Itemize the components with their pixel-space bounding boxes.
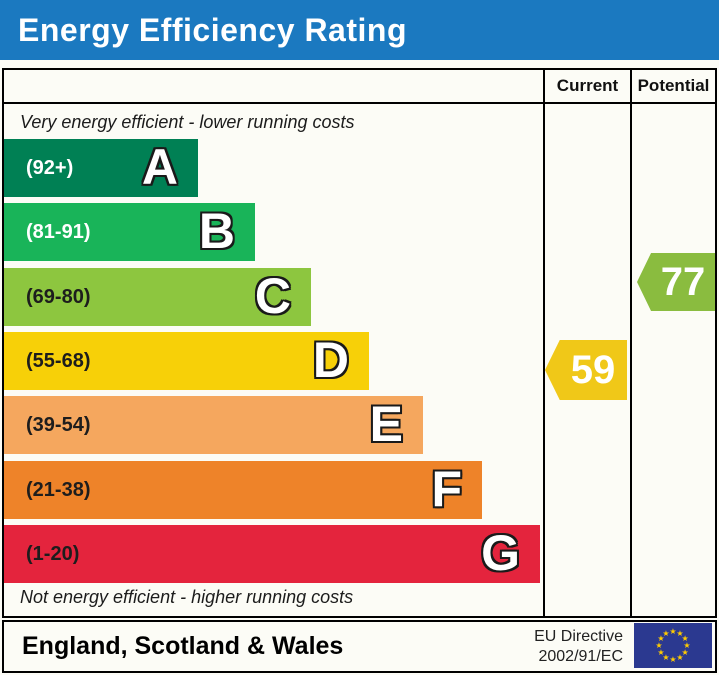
caption-bottom: Not energy efficient - higher running co… [20, 587, 354, 607]
band-row-c: (69-80) C [4, 267, 311, 326]
band-row-b: (81-91) B [4, 203, 255, 262]
band-range-label: (21-38) [26, 478, 91, 501]
eu-flag-star: ★ [676, 653, 683, 662]
eu-flag-star: ★ [662, 653, 669, 662]
band-letter: D [312, 331, 349, 388]
band-range-label: (69-80) [26, 285, 91, 308]
eu-flag-star: ★ [655, 641, 662, 650]
rating-table: Current Potential Very energy efficient … [2, 68, 717, 618]
eu-flag-star: ★ [683, 641, 690, 650]
band-letter: C [254, 267, 291, 324]
current-rating-value: 59 [570, 347, 616, 392]
eu-directive-line1: EU Directive [534, 628, 623, 645]
eu-flag-star: ★ [657, 634, 664, 643]
band-letter: A [141, 139, 178, 195]
footer: England, Scotland & Wales EU Directive 2… [2, 620, 717, 673]
band-range-label: (81-91) [26, 221, 91, 244]
band-letter: E [369, 396, 403, 453]
band-row-d: (55-68) D [4, 331, 369, 390]
column-divider-potential [630, 70, 632, 616]
band-range-label: (1-20) [26, 542, 80, 565]
eu-flag-star: ★ [657, 648, 664, 657]
band-row-g: (1-20) G [4, 524, 540, 583]
band-row-f: (21-38) F [4, 460, 482, 519]
page-title: Energy Efficiency Rating [18, 11, 407, 48]
band-row-a: (92+) A [4, 139, 198, 197]
eu-flag-star: ★ [682, 634, 689, 643]
band-range-label: (55-68) [26, 349, 91, 372]
band-letter: F [431, 460, 462, 517]
potential-rating-value: 77 [660, 259, 706, 304]
band-range-label: (92+) [26, 157, 74, 179]
band-letter: G [481, 524, 520, 581]
eu-flag-star: ★ [669, 655, 676, 664]
column-header-potential: Potential [637, 76, 710, 95]
eu-directive-line2: 2002/91/EC [538, 648, 623, 665]
eu-flag-star: ★ [669, 627, 676, 636]
eu-flag-star: ★ [662, 629, 669, 638]
header-underline [4, 102, 715, 104]
band-letter: B [198, 203, 235, 260]
region-label: England, Scotland & Wales [22, 632, 344, 660]
eu-flag-icon: ★ ★★★★★★★★★★★ [634, 623, 712, 668]
eu-flag-star: ★ [682, 648, 689, 657]
band-row-e: (39-54) E [4, 396, 423, 455]
column-header-current: Current [556, 76, 619, 95]
eu-flag-star: ★ [676, 629, 683, 638]
band-range-label: (39-54) [26, 414, 91, 437]
potential-rating-badge: 77 [637, 253, 715, 311]
title-bar: Energy Efficiency Rating [0, 0, 719, 60]
current-rating-badge: 59 [545, 340, 627, 400]
caption-top: Very energy efficient - lower running co… [20, 112, 355, 132]
column-divider-current [543, 70, 545, 616]
eu-directive-text: EU Directive 2002/91/EC [534, 627, 623, 667]
